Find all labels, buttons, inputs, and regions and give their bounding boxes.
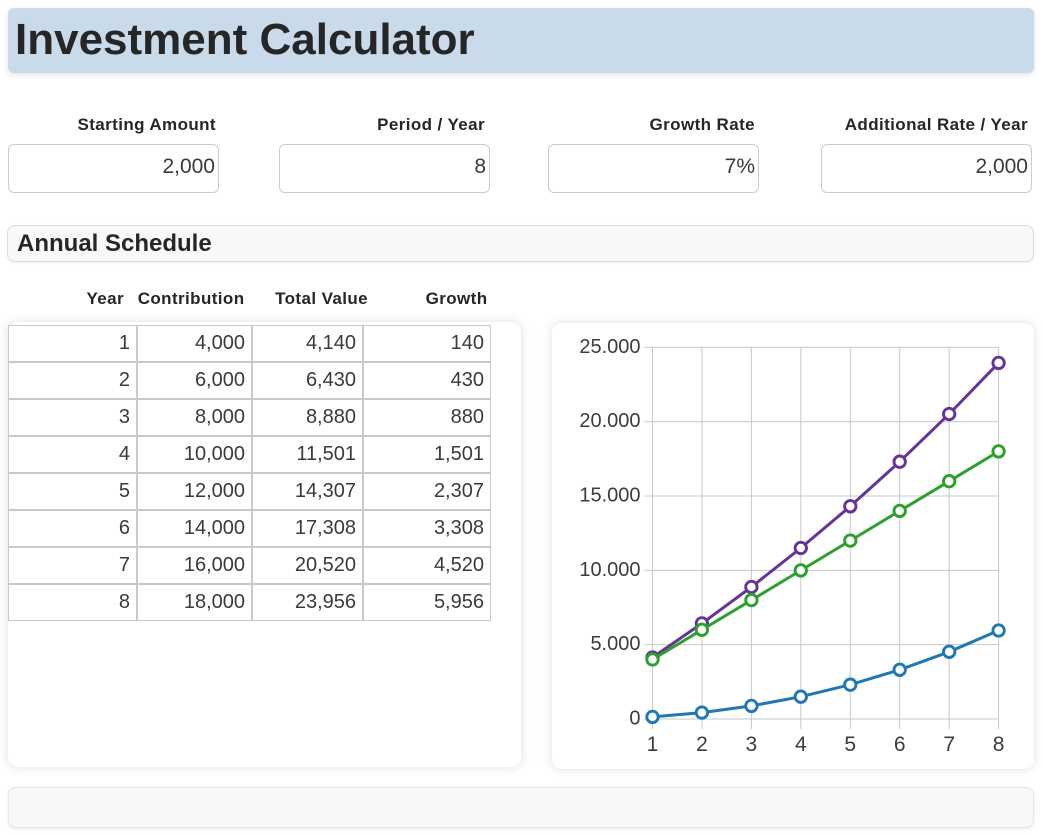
- svg-text:8: 8: [993, 733, 1005, 756]
- svg-text:4: 4: [795, 733, 807, 756]
- svg-text:2: 2: [696, 733, 708, 756]
- svg-text:3: 3: [746, 733, 758, 756]
- svg-text:1: 1: [647, 733, 659, 756]
- svg-text:25.000: 25.000: [579, 336, 640, 358]
- svg-text:15.000: 15.000: [579, 485, 640, 507]
- svg-text:5: 5: [844, 733, 856, 756]
- svg-text:10.000: 10.000: [579, 559, 640, 581]
- svg-text:20.000: 20.000: [579, 410, 640, 432]
- svg-text:7: 7: [943, 733, 955, 756]
- svg-text:6: 6: [894, 733, 906, 756]
- svg-text:5.000: 5.000: [590, 633, 640, 655]
- svg-text:0: 0: [629, 708, 640, 730]
